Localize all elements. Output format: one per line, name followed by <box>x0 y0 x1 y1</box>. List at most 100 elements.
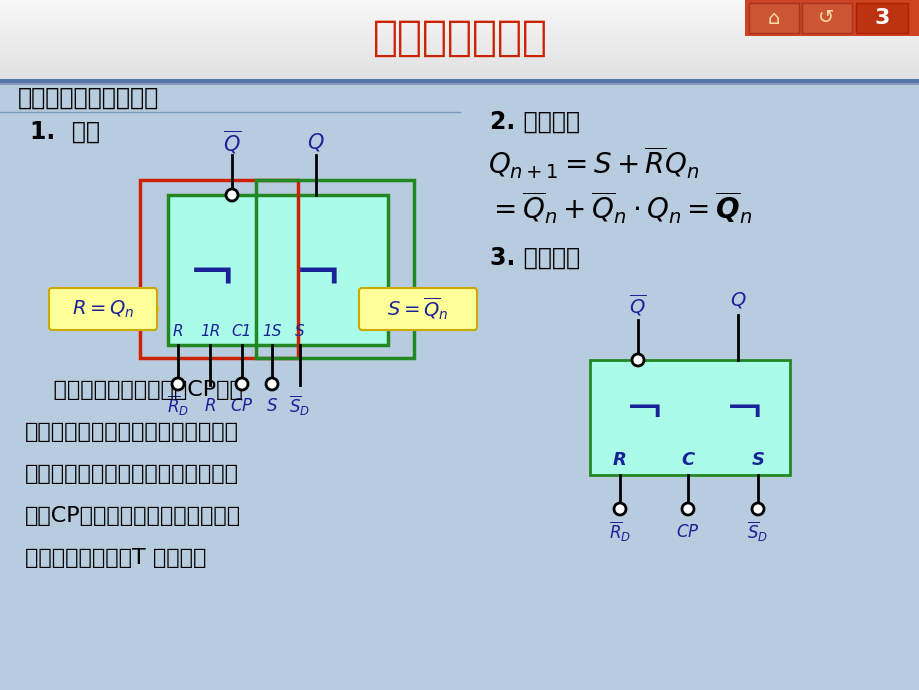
Bar <box>0 42 919 43</box>
Text: C: C <box>681 451 694 469</box>
Text: 1S: 1S <box>262 324 281 339</box>
Bar <box>0 29 919 30</box>
Bar <box>0 13 919 14</box>
Bar <box>0 49 919 50</box>
Text: $Q$: $Q$ <box>307 131 324 153</box>
Circle shape <box>172 378 184 390</box>
Bar <box>0 79 919 80</box>
Bar <box>0 6 919 7</box>
Bar <box>0 15 919 16</box>
Bar <box>0 14 919 15</box>
Bar <box>0 41 919 42</box>
Text: $R= Q_n$: $R= Q_n$ <box>72 298 134 319</box>
Bar <box>0 0 919 1</box>
Bar <box>0 62 919 63</box>
Bar <box>0 4 919 5</box>
Text: S: S <box>295 324 304 339</box>
Bar <box>0 38 919 39</box>
Text: ¬: ¬ <box>724 389 764 435</box>
Bar <box>0 74 919 75</box>
Bar <box>0 20 919 21</box>
Bar <box>0 83 919 690</box>
Bar <box>0 46 919 47</box>
Text: R: R <box>173 324 183 339</box>
Bar <box>0 64 919 65</box>
Bar <box>0 47 919 48</box>
Bar <box>744 0 919 36</box>
Circle shape <box>236 378 248 390</box>
Text: ⌂: ⌂ <box>767 8 779 28</box>
Bar <box>0 5 919 6</box>
Bar <box>0 52 919 53</box>
Text: ¬: ¬ <box>625 389 664 435</box>
Text: $= \overline{Q}_n + \overline{Q}_n \cdot Q_n = \overline{\boldsymbol{Q}}_n$: $= \overline{Q}_n + \overline{Q}_n \cdot… <box>487 190 752 226</box>
Bar <box>255 180 414 358</box>
Bar <box>0 36 919 37</box>
Bar <box>0 59 919 60</box>
Bar <box>0 8 919 9</box>
Bar <box>0 35 919 36</box>
Text: 1R: 1R <box>199 324 220 339</box>
Bar <box>0 1 919 2</box>
Text: 数触发器，也称为T 触发器。: 数触发器，也称为T 触发器。 <box>25 548 206 568</box>
Bar <box>0 24 919 25</box>
Bar <box>0 21 919 22</box>
Text: ↺: ↺ <box>817 8 834 28</box>
Text: $S$: $S$ <box>266 397 278 415</box>
Text: ¬: ¬ <box>293 246 342 304</box>
Bar <box>0 76 919 77</box>
Bar <box>0 69 919 70</box>
Bar <box>748 3 798 33</box>
Text: R: R <box>612 451 626 469</box>
Bar <box>0 57 919 58</box>
Text: 3: 3 <box>873 8 889 28</box>
FancyBboxPatch shape <box>358 288 476 330</box>
Bar <box>0 11 919 12</box>
Bar <box>0 16 919 17</box>
Bar <box>0 71 919 72</box>
Bar <box>168 195 388 345</box>
Bar <box>0 22 919 23</box>
Text: 3. 逻辑符号: 3. 逻辑符号 <box>490 246 580 270</box>
Bar <box>0 31 919 32</box>
Bar <box>0 75 919 76</box>
Bar <box>801 3 851 33</box>
FancyBboxPatch shape <box>49 288 157 330</box>
Bar <box>0 48 919 49</box>
Bar <box>0 40 919 41</box>
Bar <box>0 67 919 68</box>
Text: $CP$: $CP$ <box>675 523 699 541</box>
Bar <box>0 51 919 52</box>
Bar <box>0 27 919 28</box>
Bar <box>0 65 919 66</box>
Bar <box>0 61 919 62</box>
Text: ¬: ¬ <box>187 246 236 304</box>
Bar <box>0 39 919 40</box>
Bar <box>855 3 907 33</box>
Bar <box>0 33 919 34</box>
Text: 特征方程表明：每一个CP的下: 特征方程表明：每一个CP的下 <box>25 380 243 400</box>
Bar <box>0 70 919 71</box>
Text: $S= \overline{Q}_n$: $S= \overline{Q}_n$ <box>387 296 448 322</box>
Text: 2. 逻辑功能: 2. 逻辑功能 <box>490 110 579 134</box>
Bar <box>0 45 919 46</box>
Bar <box>0 7 919 8</box>
Bar <box>0 83 919 85</box>
Bar <box>0 17 919 18</box>
Bar <box>0 50 919 51</box>
Text: $Q_{n+1} = S + \overline{R}Q_n$: $Q_{n+1} = S + \overline{R}Q_n$ <box>487 145 698 181</box>
Circle shape <box>226 189 238 201</box>
Bar <box>0 77 919 78</box>
Text: 降沿都会使触发器的输出状态发生一: 降沿都会使触发器的输出状态发生一 <box>25 422 239 442</box>
Bar <box>0 2 919 3</box>
Bar <box>0 54 919 55</box>
Bar <box>0 25 919 26</box>
Text: $\overline{R}_D$: $\overline{R}_D$ <box>166 394 188 418</box>
Bar <box>0 23 919 24</box>
Bar <box>0 56 919 57</box>
Text: S: S <box>751 451 764 469</box>
Bar <box>0 44 919 45</box>
Circle shape <box>266 378 278 390</box>
Circle shape <box>613 503 625 515</box>
Bar <box>0 32 919 33</box>
